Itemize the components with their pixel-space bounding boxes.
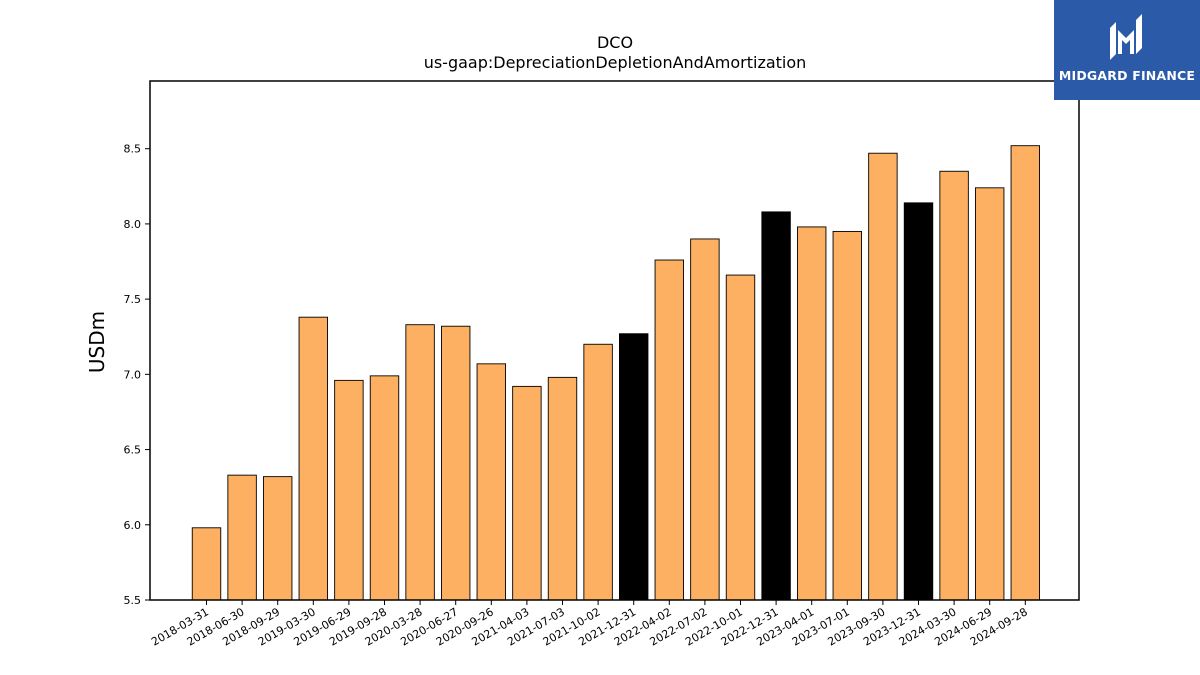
y-axis-ticks: 5.5 6.0 6.5 7.0 7.5 8.0 8.5 [124, 143, 150, 607]
midgard-finance-logo: MIDGARD FINANCE [1054, 0, 1200, 100]
bar-2023-04-01 [797, 226, 827, 601]
logo-text: MIDGARD FINANCE [1058, 68, 1196, 83]
bar-2020-09-26 [476, 363, 506, 601]
y-tick-label: 6.5 [124, 444, 142, 457]
bar-2019-09-28 [369, 375, 400, 601]
bar-2024-09-28 [1010, 145, 1040, 601]
bar-2024-06-29 [975, 187, 1005, 601]
bar-2021-07-03 [547, 376, 578, 601]
bar-2022-10-01 [725, 274, 756, 601]
y-tick-label: 5.5 [124, 594, 142, 607]
chart-subtitle: us-gaap:DepreciationDepletionAndAmortiza… [424, 53, 807, 72]
bar-2019-03-30 [298, 316, 328, 601]
y-tick-label: 7.5 [124, 293, 142, 306]
y-tick-label: 6.0 [124, 519, 142, 532]
bar-2023-12-31 [903, 202, 934, 601]
y-tick-label: 7.0 [124, 368, 142, 381]
bar-2018-09-29 [263, 476, 293, 601]
y-axis-label: USDm [85, 311, 109, 373]
bar-2023-07-01 [832, 230, 862, 601]
bar-2021-10-02 [583, 343, 613, 601]
bar-2022-07-02 [690, 238, 720, 601]
x-axis-ticks: 2018-03-312018-06-302018-09-292019-03-30… [149, 600, 1030, 649]
bar-2018-03-31 [191, 527, 222, 601]
bar-2022-12-31 [761, 211, 791, 601]
bar-2020-06-27 [441, 325, 471, 601]
bar-2022-04-02 [654, 259, 684, 601]
bar-2020-03-28 [405, 324, 435, 601]
y-tick-label: 8.0 [124, 218, 142, 231]
bar-2023-09-30 [868, 152, 898, 601]
chart-title: DCO [597, 33, 633, 52]
bar-2018-06-30 [227, 474, 257, 601]
plot-frame [149, 80, 1080, 601]
bar-2024-03-30 [939, 170, 969, 601]
bar-2021-04-03 [512, 385, 542, 601]
bar-2021-12-31 [619, 333, 649, 601]
bars-group [191, 145, 1040, 601]
y-tick-label: 8.5 [124, 143, 142, 156]
midgard-logo-icon [1110, 14, 1142, 60]
bar-2019-06-29 [334, 379, 364, 601]
